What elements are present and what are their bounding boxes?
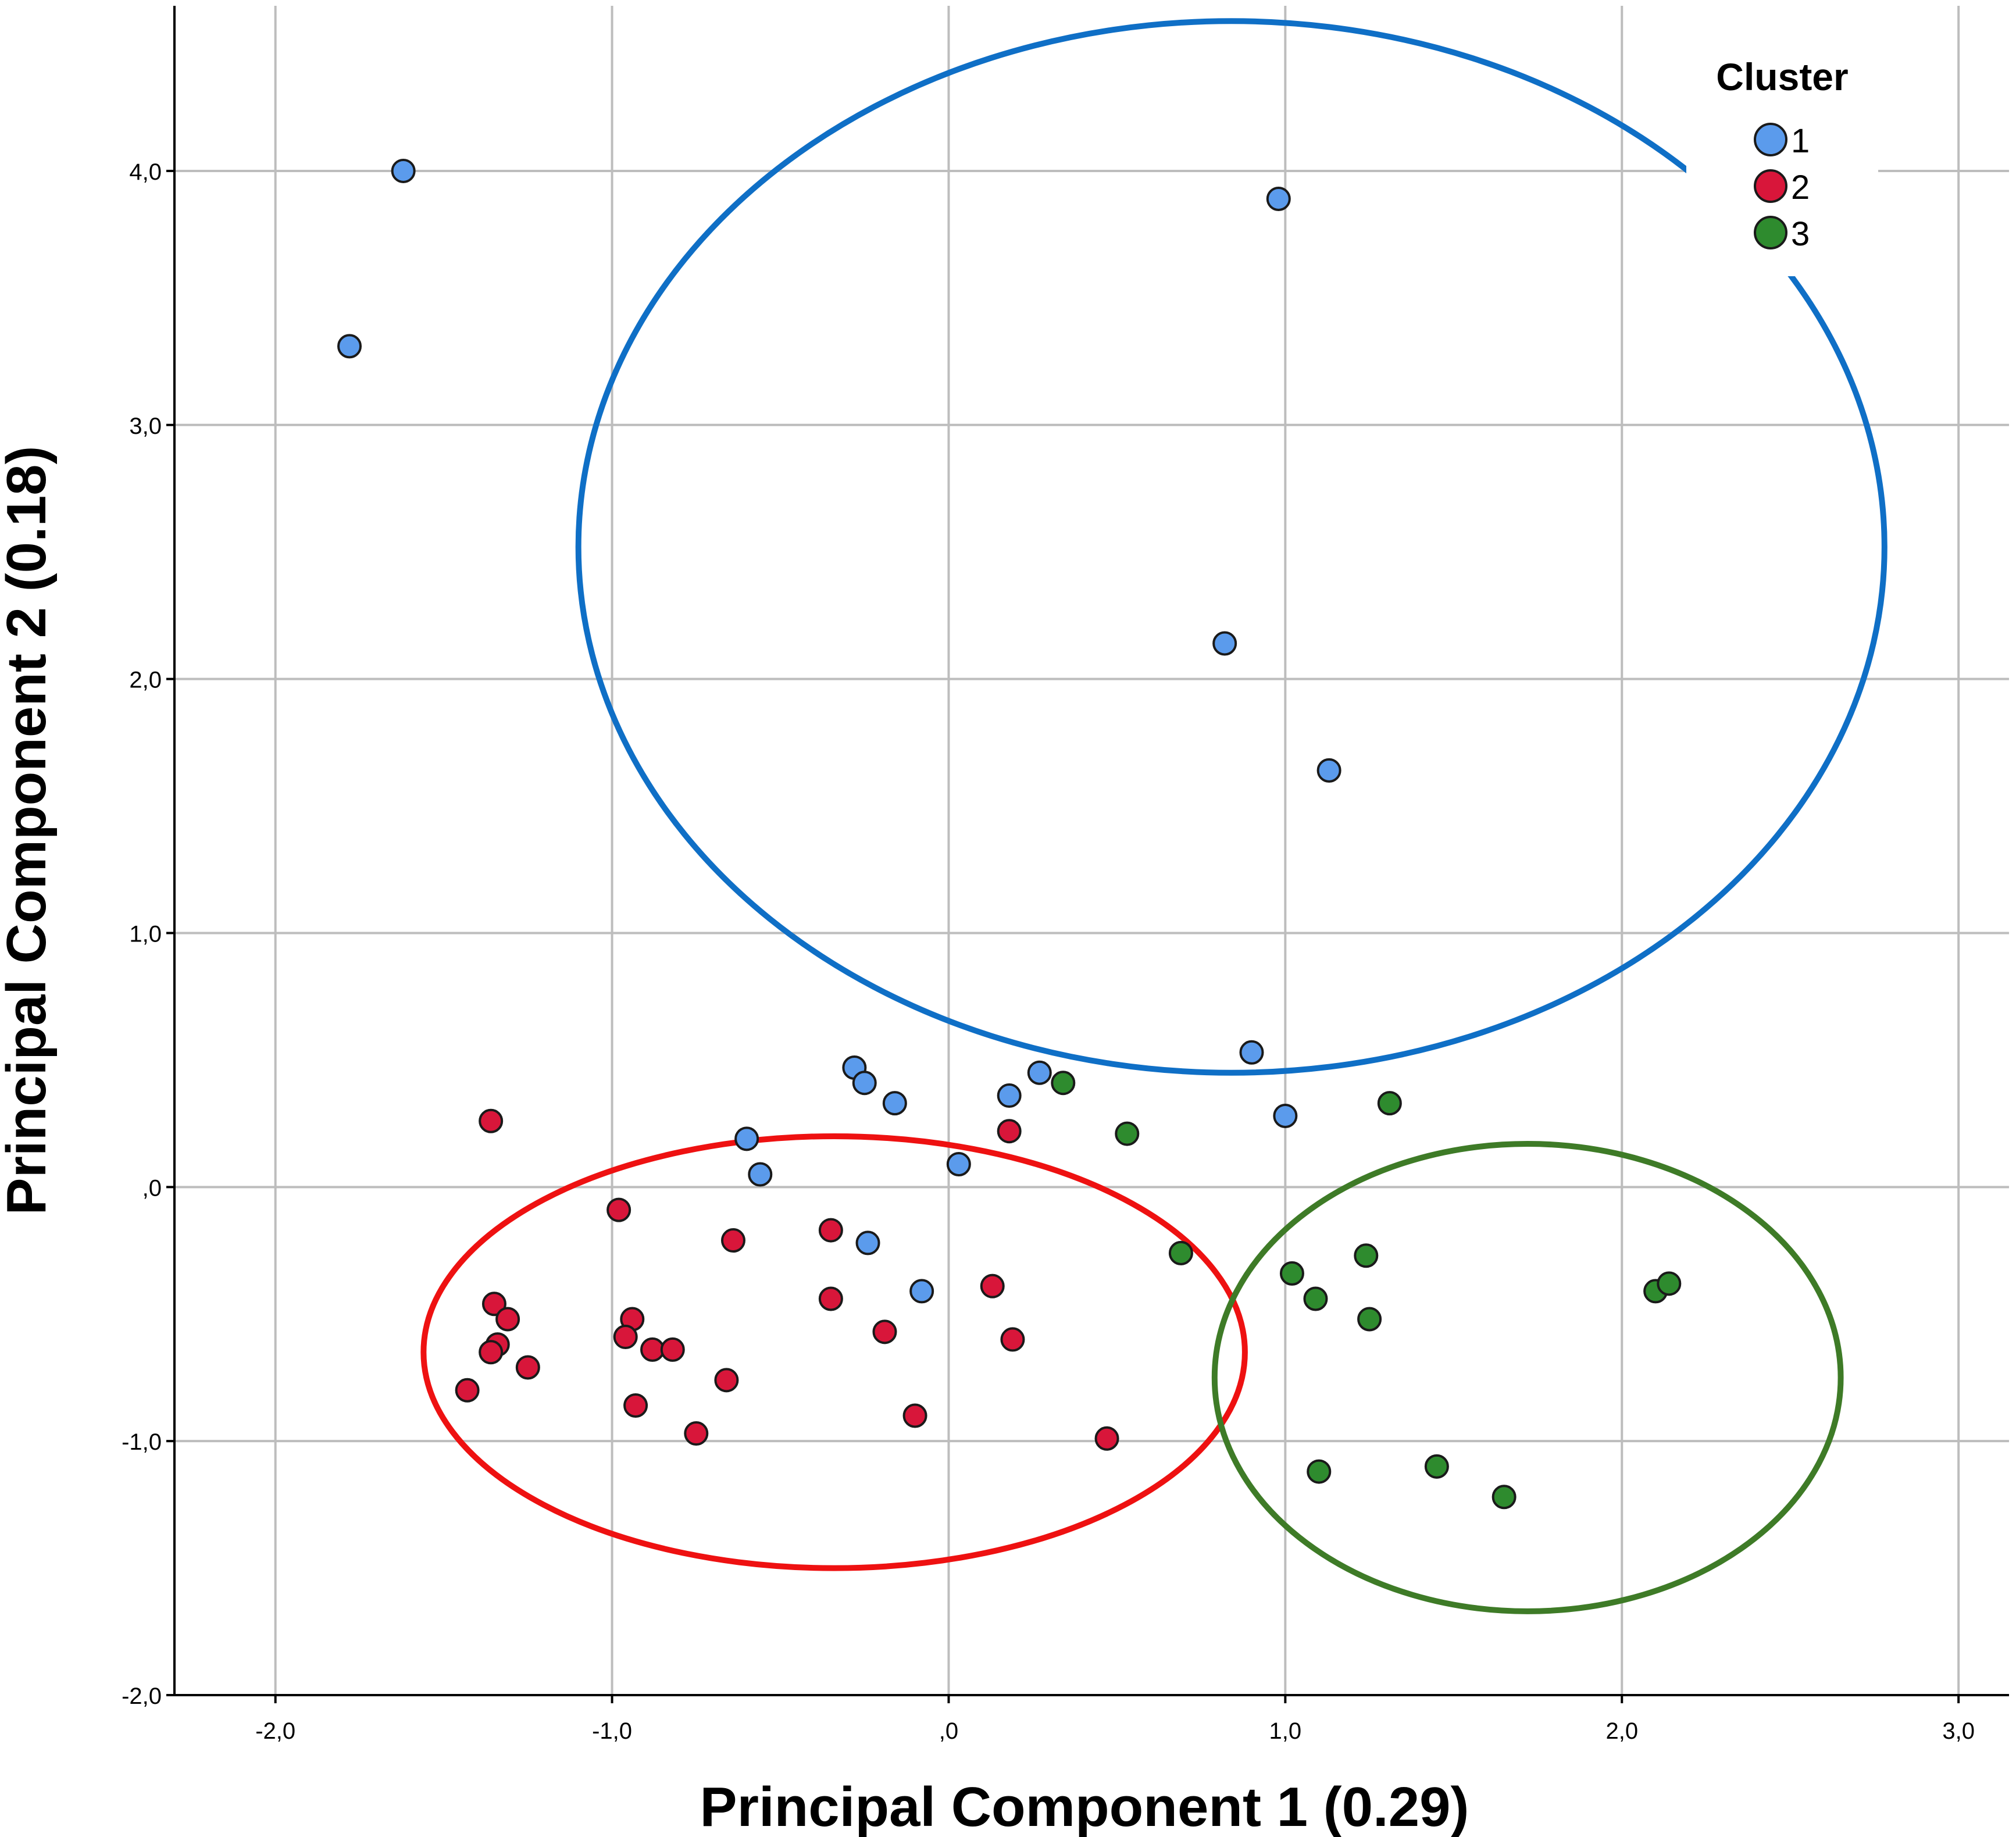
- point-cluster-3: [1115, 1121, 1140, 1146]
- y-tick-label: 3,0: [129, 413, 162, 439]
- point-cluster-3: [1279, 1261, 1304, 1286]
- legend-marker-2: [1754, 169, 1787, 203]
- point-cluster-2: [902, 1403, 927, 1428]
- x-tick-label: 3,0: [1942, 1718, 1975, 1744]
- point-cluster-1: [748, 1162, 773, 1187]
- point-cluster-2: [481, 1292, 506, 1317]
- x-tick-label: -1,0: [592, 1718, 632, 1744]
- point-cluster-1: [337, 334, 362, 359]
- point-cluster-2: [980, 1274, 1005, 1299]
- x-tick-label: 1,0: [1269, 1718, 1302, 1744]
- legend-marker-3: [1754, 216, 1787, 249]
- tick-labels: -2,0 -1,0 ,0 1,0 2,0 3,0 -2,0 -1,0 ,0 1,0 2,0 3,0 4,…: [122, 159, 1975, 1744]
- point-cluster-2: [515, 1355, 540, 1380]
- point-cluster-2: [479, 1108, 504, 1133]
- x-tick-label: 2,0: [1605, 1718, 1638, 1744]
- point-cluster-3: [1303, 1286, 1328, 1311]
- point-cluster-1: [1316, 758, 1341, 783]
- point-cluster-1: [855, 1230, 880, 1255]
- legend: Cluster 1 2 3: [1686, 44, 1878, 276]
- point-cluster-1: [882, 1091, 907, 1116]
- point-cluster-1: [1027, 1060, 1052, 1085]
- point-cluster-3: [1357, 1307, 1382, 1332]
- point-cluster-2: [640, 1337, 665, 1362]
- cluster-ellipse-2: [420, 1133, 1248, 1571]
- point-cluster-3: [1307, 1459, 1332, 1484]
- legend-title: Cluster: [1716, 55, 1848, 98]
- point-cluster-2: [997, 1119, 1022, 1144]
- point-cluster-2: [613, 1325, 638, 1350]
- legend-label-2: 2: [1791, 169, 1810, 206]
- y-tick-label: 4,0: [129, 159, 162, 185]
- cluster-ellipses: [420, 18, 1887, 1614]
- point-cluster-3: [1354, 1243, 1379, 1268]
- point-cluster-1: [946, 1152, 971, 1176]
- point-cluster-2: [720, 1228, 745, 1253]
- point-cluster-2: [818, 1286, 843, 1311]
- point-cluster-2: [495, 1307, 520, 1332]
- legend-label-3: 3: [1791, 215, 1810, 253]
- point-cluster-2: [479, 1340, 504, 1365]
- point-cluster-2: [872, 1319, 897, 1344]
- x-tick-label: -2,0: [255, 1718, 295, 1744]
- point-cluster-2: [684, 1421, 709, 1446]
- point-cluster-2: [714, 1368, 739, 1393]
- point-cluster-1: [734, 1126, 759, 1151]
- point-cluster-1: [1266, 187, 1291, 211]
- point-cluster-1: [1273, 1104, 1298, 1128]
- point-cluster-2: [1000, 1327, 1025, 1352]
- point-cluster-2: [623, 1393, 648, 1418]
- point-cluster-1: [391, 158, 416, 183]
- y-axis-title: Principal Component 2 (0.18): [0, 446, 58, 1215]
- point-cluster-1: [909, 1279, 934, 1304]
- point-cluster-1: [997, 1083, 1022, 1108]
- point-cluster-1: [1212, 631, 1237, 656]
- point-cluster-2: [1094, 1426, 1119, 1451]
- y-tick-label: 2,0: [129, 668, 162, 693]
- point-cluster-2: [818, 1218, 843, 1243]
- cluster-ellipse-3: [1211, 1141, 1844, 1614]
- y-tick-label: ,0: [142, 1175, 162, 1201]
- point-cluster-3: [1424, 1454, 1449, 1479]
- point-cluster-2: [455, 1378, 480, 1403]
- point-cluster-3: [1492, 1485, 1517, 1510]
- y-tick-label: -2,0: [122, 1683, 162, 1709]
- point-cluster-3: [1051, 1071, 1076, 1096]
- point-cluster-1: [852, 1071, 877, 1096]
- cluster-ellipse-1: [575, 18, 1887, 1076]
- x-axis-title: Principal Component 1 (0.29): [700, 1776, 1469, 1837]
- y-tick-label: -1,0: [122, 1429, 162, 1455]
- point-cluster-3: [1168, 1240, 1193, 1265]
- point-cluster-2: [606, 1197, 631, 1222]
- x-tick-label: ,0: [939, 1718, 958, 1744]
- point-cluster-1: [1239, 1040, 1264, 1065]
- point-cluster-3: [1377, 1091, 1402, 1116]
- legend-marker-1: [1754, 123, 1787, 156]
- y-tick-label: 1,0: [129, 921, 162, 947]
- axes: [166, 6, 2009, 1703]
- point-cluster-2: [660, 1337, 685, 1362]
- legend-label-1: 1: [1791, 122, 1810, 160]
- point-cluster-3: [1657, 1271, 1682, 1296]
- data-points: [337, 158, 1682, 1510]
